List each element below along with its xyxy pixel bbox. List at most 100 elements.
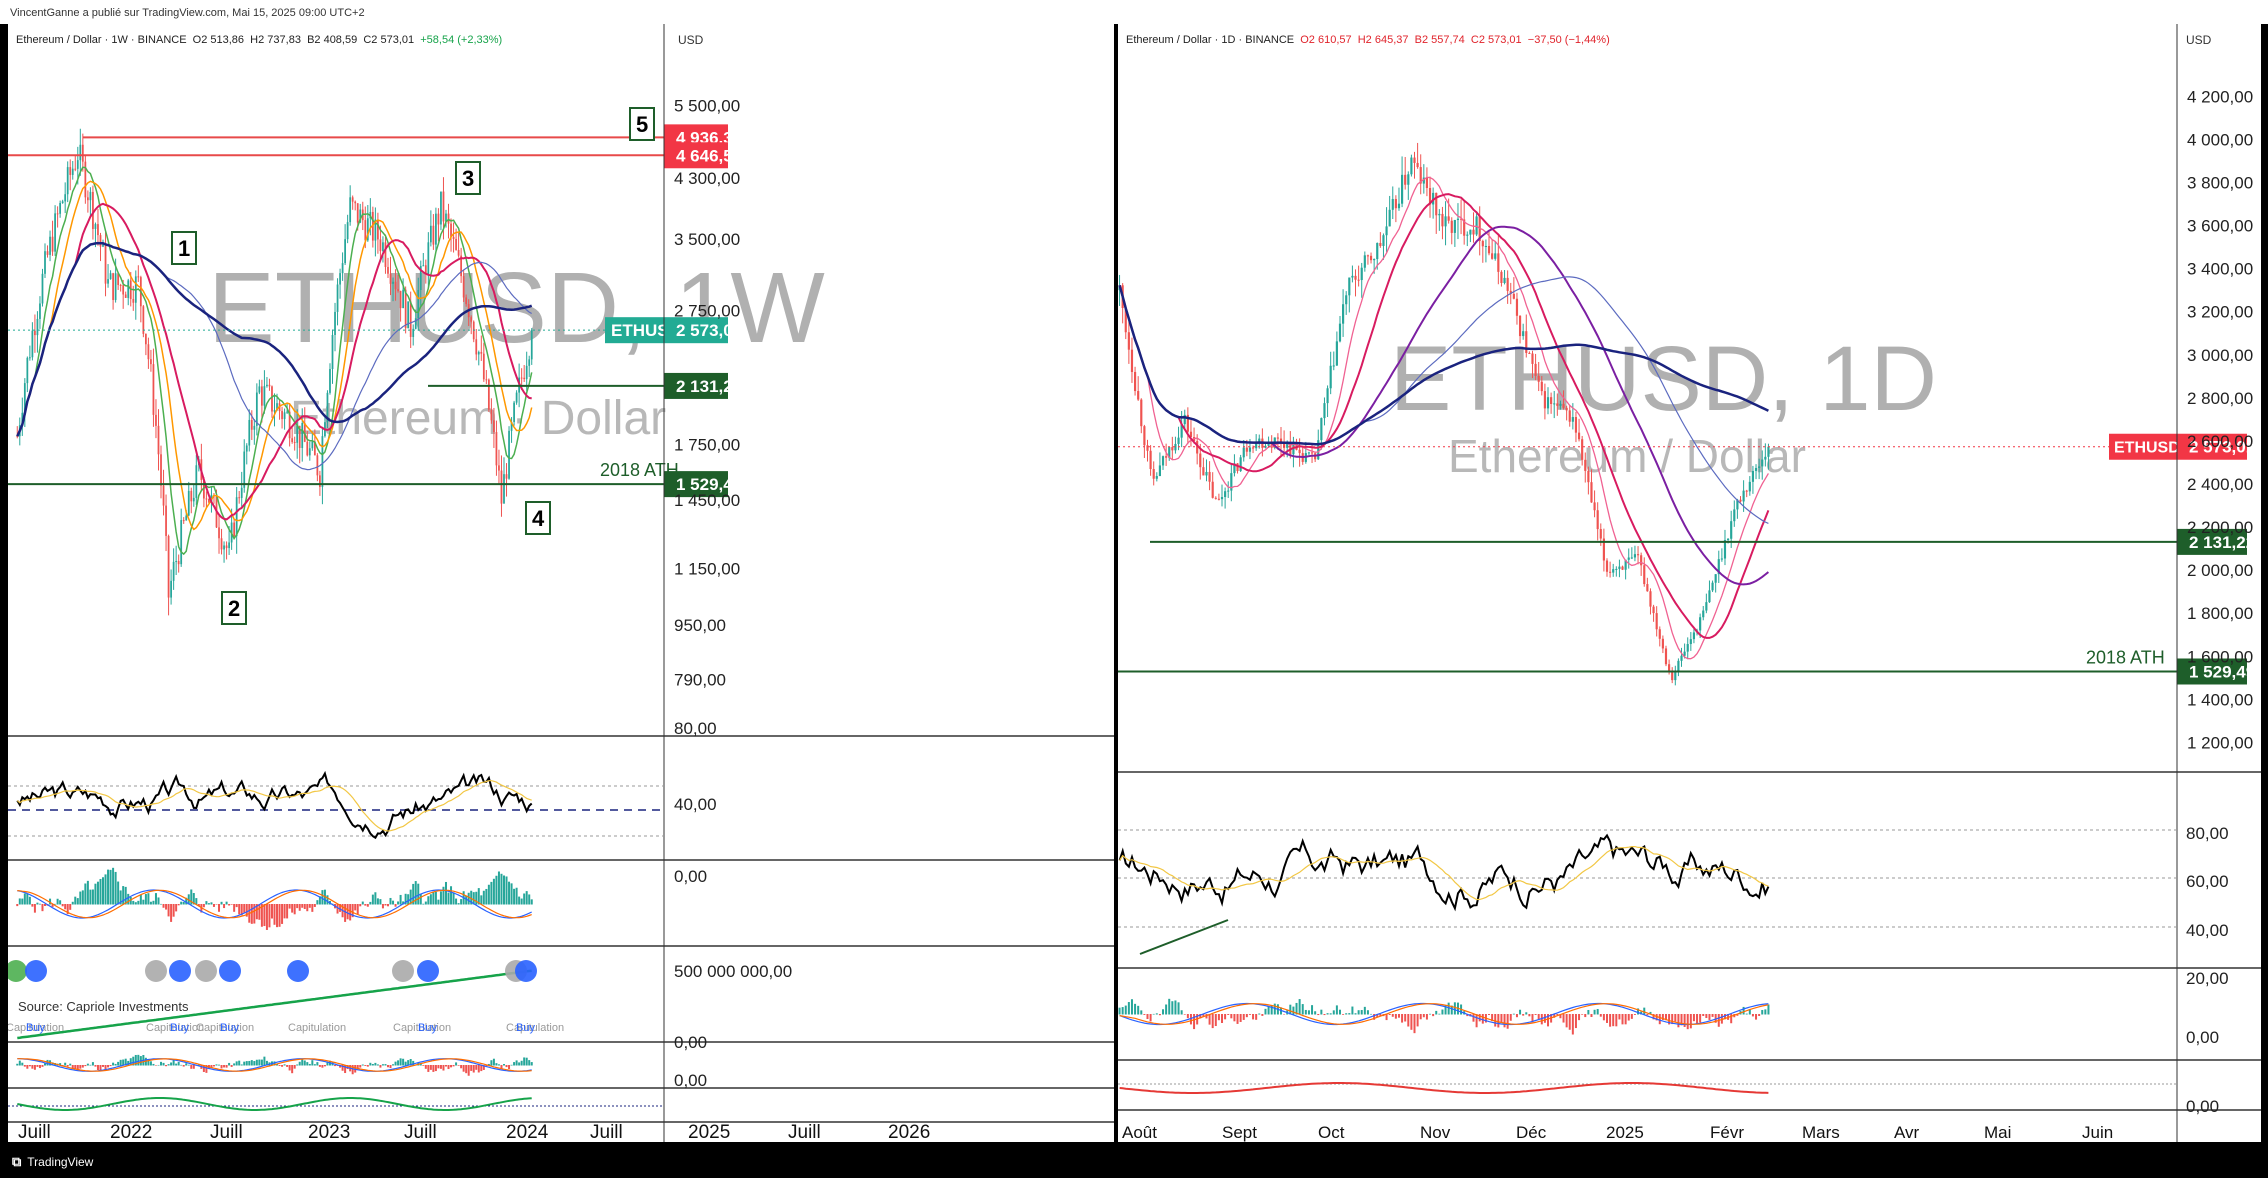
histogram-bar — [255, 904, 258, 920]
histogram-bar — [38, 903, 41, 905]
histogram-bar — [1388, 1014, 1391, 1015]
candle-body — [64, 194, 67, 202]
candle-body — [419, 265, 422, 290]
daily-chart-svg[interactable]: ETHUSD, 1D Ethereum / Dollar 2018 ATH ETH… — [1118, 24, 2261, 1142]
histogram-bar — [1655, 1014, 1658, 1021]
histogram-bar — [1609, 1014, 1612, 1027]
symbol-tag-label: ETHUSD — [611, 321, 681, 340]
candle-body — [1230, 473, 1233, 491]
histogram-bar — [303, 1060, 306, 1066]
weekly-chart-pane[interactable]: Ethereum / Dollar · 1W · BINANCE O2 513,… — [8, 24, 1114, 1142]
histogram-bar — [1224, 1014, 1227, 1020]
histogram-bar — [351, 904, 354, 918]
candle-body — [1568, 410, 1571, 422]
symbol-tag-bg — [605, 317, 664, 344]
histogram-bar — [384, 904, 387, 906]
candle-body — [377, 219, 379, 240]
candle-body — [1217, 498, 1220, 500]
candle-body — [1267, 442, 1270, 446]
histogram-bar — [470, 1065, 473, 1071]
wave-label-box — [525, 501, 551, 535]
histogram-bar — [424, 901, 427, 905]
candle-body — [1255, 441, 1258, 449]
candle-body — [220, 538, 223, 550]
candle-body — [1571, 417, 1574, 422]
candle-body — [1152, 469, 1155, 479]
wave-label: 2 — [228, 596, 240, 621]
histogram-bar — [1708, 1014, 1711, 1020]
histogram-bar — [69, 904, 72, 910]
candle-body — [440, 191, 442, 225]
macd-signal-line — [1119, 1003, 1769, 1025]
time-tick-label: 2022 — [110, 1122, 152, 1142]
candle-body — [316, 455, 319, 476]
candle-body — [92, 191, 94, 229]
histogram-bar — [265, 1060, 268, 1066]
histogram-bar — [404, 893, 407, 905]
histogram-bar — [28, 1065, 31, 1067]
histogram-bar — [1553, 1014, 1556, 1018]
histogram-bar — [1298, 999, 1301, 1015]
candle-body — [1369, 255, 1373, 261]
histogram-bar — [1658, 1014, 1661, 1025]
histogram-bar — [1528, 1014, 1531, 1017]
histogram-bar — [127, 893, 130, 905]
histogram-bar — [59, 900, 62, 905]
histogram-bar — [114, 871, 117, 905]
candle-body — [1388, 209, 1391, 227]
histogram-bar — [270, 904, 273, 919]
histogram-bar — [291, 1065, 294, 1074]
histogram-bar — [258, 904, 261, 920]
candle-body — [187, 490, 190, 516]
histogram-bar — [389, 897, 392, 905]
histogram-bar — [1121, 1007, 1124, 1015]
candle-body — [273, 410, 276, 412]
signal-dot — [8, 960, 27, 982]
histogram-bar — [235, 904, 238, 908]
histogram-bar — [1674, 1014, 1677, 1022]
histogram-bar — [1612, 1014, 1615, 1027]
histogram-bar — [293, 904, 296, 915]
time-tick-label: Juin — [2082, 1123, 2113, 1142]
histogram-bar — [376, 1064, 379, 1066]
left-symbol-header: Ethereum / Dollar · 1W · BINANCE O2 513,… — [16, 34, 502, 46]
histogram-bar — [139, 894, 142, 905]
candle-body — [263, 386, 266, 406]
histogram-bar — [1208, 1014, 1211, 1025]
candle-body — [1574, 417, 1578, 433]
histogram-bar — [109, 1065, 112, 1067]
histogram-bar — [1314, 1011, 1317, 1015]
histogram-bar — [392, 1064, 395, 1066]
price-tick-label: 3 800,00 — [2187, 173, 2253, 192]
candle-body — [1149, 450, 1152, 470]
candle-body — [1441, 213, 1444, 227]
histogram-bar — [497, 1064, 500, 1066]
histogram-bar — [1742, 1006, 1745, 1015]
histogram-bar — [56, 898, 59, 905]
histogram-bar — [16, 1063, 19, 1066]
histogram-bar — [1478, 1014, 1481, 1022]
histogram-bar — [134, 902, 137, 905]
histogram-bar — [381, 904, 384, 909]
histogram-bar — [114, 1063, 117, 1066]
candle-body — [525, 365, 528, 380]
candle-body — [1186, 414, 1189, 432]
daily-chart-pane[interactable]: Ethereum / Dollar · 1D · BINANCE O2 610,… — [1118, 24, 2261, 1142]
price-tick-label: 1 400,00 — [2187, 690, 2253, 709]
candle-body — [1658, 629, 1661, 639]
footer-bar: ⧉ TradingView — [0, 1146, 2268, 1178]
histogram-bar — [1435, 1010, 1438, 1015]
histogram-bar — [480, 1065, 483, 1072]
moving-average-line — [1118, 193, 1770, 639]
histogram-bar — [1252, 1014, 1255, 1020]
histogram-bar — [518, 1062, 521, 1066]
histogram-bar — [1162, 1009, 1165, 1015]
macd-signal-line — [17, 889, 532, 919]
source-text: Source: Capriole Investments — [18, 999, 189, 1014]
histogram-bar — [1450, 1005, 1453, 1015]
histogram-bar — [33, 1065, 36, 1070]
histogram-bar — [182, 901, 185, 905]
candle-body — [1630, 557, 1633, 559]
histogram-bar — [490, 1060, 493, 1066]
